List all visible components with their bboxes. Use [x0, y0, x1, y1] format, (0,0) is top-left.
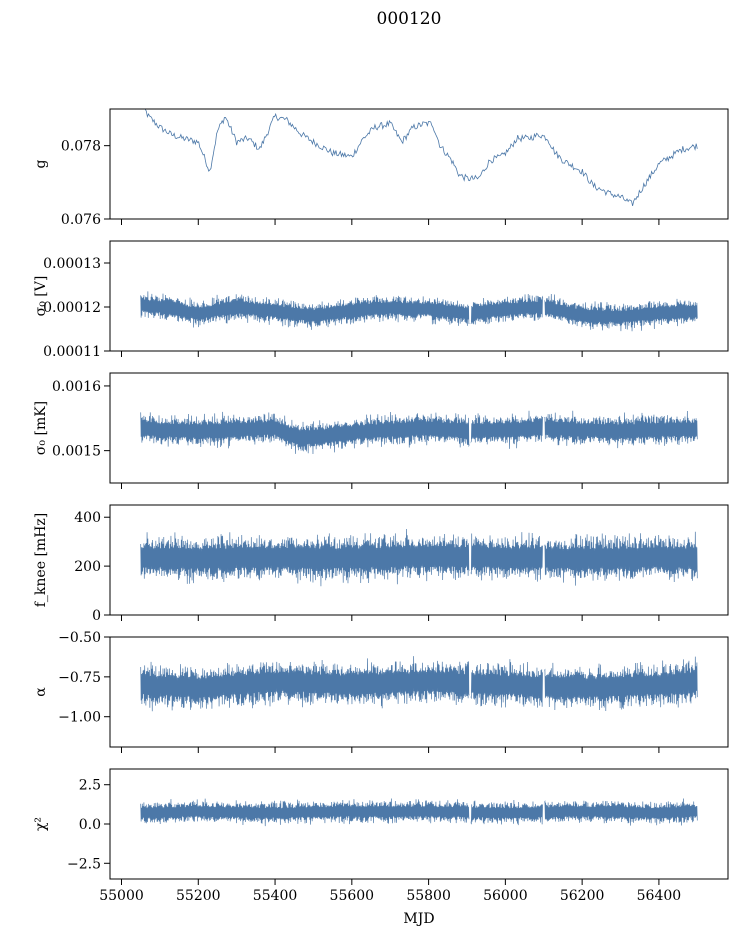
- y-tick-label: 400: [74, 510, 101, 526]
- y-tick-label: 2.5: [79, 778, 101, 794]
- axes-frame: [109, 108, 729, 220]
- y-axis-label: σ₀ [V]: [33, 276, 49, 317]
- y-axis-label: σ₀ [mK]: [33, 401, 49, 455]
- y-axis-label: g: [33, 159, 49, 168]
- axes-frame: [109, 636, 729, 748]
- y-axis-label: α: [33, 687, 49, 697]
- figure-title: 000120: [377, 9, 442, 29]
- series-line: [140, 798, 698, 827]
- series-line: [140, 656, 698, 712]
- y-tick-label: 0.0015: [52, 444, 101, 460]
- panel-4: 0 200 400 f_knee [mHz]: [33, 504, 729, 624]
- panel-2: 0.00011 0.00012 0.00013 σ₀ [V]: [33, 240, 729, 360]
- y-tick-label: 0.00011: [43, 344, 101, 360]
- y-tick-label: −0.75: [58, 670, 101, 686]
- series-line: [140, 410, 698, 455]
- y-tick-label: −0.50: [58, 630, 101, 646]
- y-tick-label: −1.00: [58, 710, 101, 726]
- y-tick-label: 0.00012: [43, 300, 101, 316]
- x-tick-label: 55600: [330, 888, 375, 904]
- series-line: [144, 109, 698, 207]
- panel-1: 0.076 0.078 g: [33, 108, 729, 228]
- y-axis-label: χ²: [33, 817, 49, 831]
- y-tick-label: 200: [74, 559, 101, 575]
- y-axis-label: f_knee [mHz]: [33, 513, 49, 608]
- y-tick-label: 0.00013: [43, 256, 101, 272]
- y-tick-label: −2.5: [67, 856, 101, 872]
- x-tick-label: 56000: [483, 888, 528, 904]
- series-line: [140, 291, 698, 332]
- x-tick-label: 55400: [253, 888, 298, 904]
- y-tick-label: 0.076: [61, 212, 101, 228]
- y-tick-label: 0: [92, 608, 101, 624]
- y-tick-label: 0.0016: [52, 379, 101, 395]
- axes-frame: [109, 372, 729, 484]
- x-tick-label: 56200: [560, 888, 605, 904]
- x-tick-label: 55800: [406, 888, 451, 904]
- axes-frame: [109, 768, 729, 880]
- x-axis-label: MJD: [403, 911, 434, 927]
- y-tick-label: 0.0: [79, 817, 101, 833]
- x-tick-label: 55000: [99, 888, 144, 904]
- axes-frame: [109, 504, 729, 616]
- panel-6: −2.5 0.0 2.5 55000 55200 55400 55600 55800 56000…: [33, 768, 729, 904]
- x-tick-label: 55200: [176, 888, 221, 904]
- x-tick-label: 56400: [637, 888, 682, 904]
- axes-frame: [109, 240, 729, 352]
- y-tick-label: 0.078: [61, 139, 101, 155]
- panel-5: −1.00 −0.75 −0.50 α: [33, 630, 729, 753]
- series-line: [140, 528, 698, 587]
